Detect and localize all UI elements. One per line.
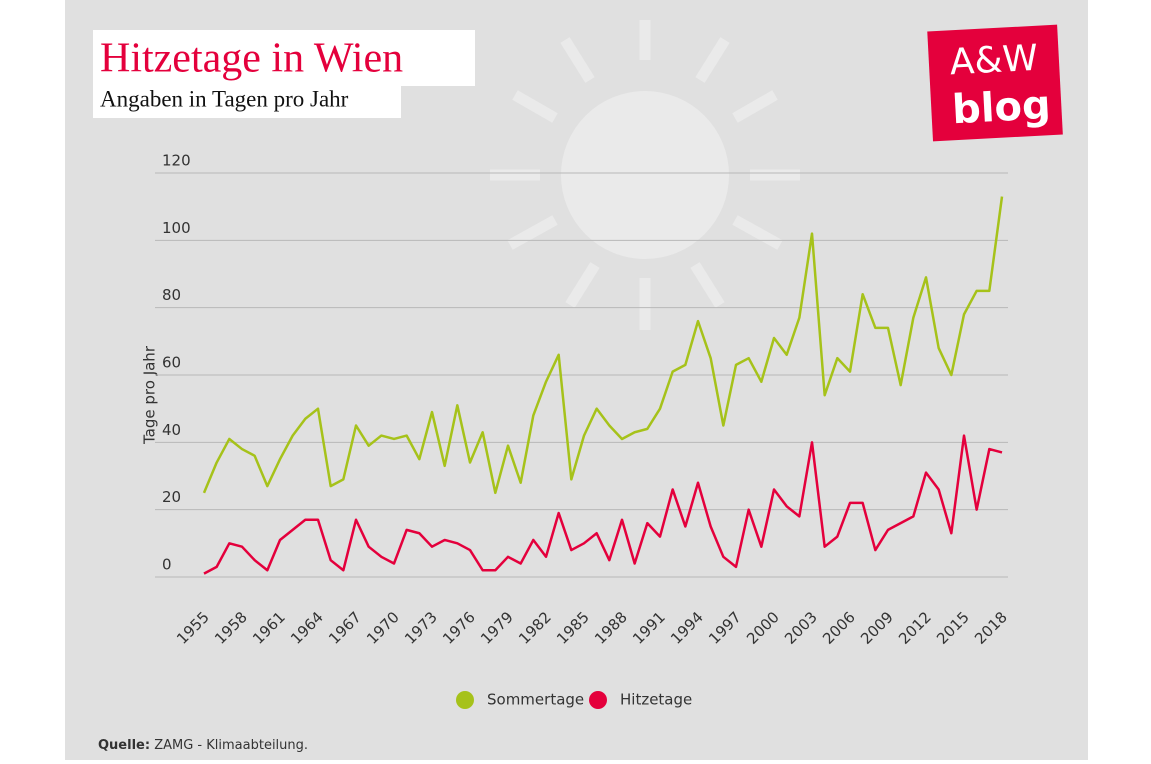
y-tick-label: 100 xyxy=(162,219,191,237)
logo-box xyxy=(927,24,1063,142)
legend-label: Sommertage xyxy=(487,691,584,709)
source: Quelle: ZAMG - Klimaabteilung. xyxy=(98,738,308,753)
chart-title: Hitzetage in Wien xyxy=(100,36,403,82)
y-tick-label: 80 xyxy=(162,286,181,304)
y-tick-label: 0 xyxy=(162,556,172,574)
y-axis-label: Tage pro Jahr xyxy=(141,345,159,445)
legend-marker xyxy=(589,691,607,709)
y-tick-label: 20 xyxy=(162,488,181,506)
legend-label: Hitzetage xyxy=(620,691,692,709)
logo-text: blog xyxy=(951,82,1052,133)
y-tick-label: 120 xyxy=(162,152,191,170)
logo-text: A&W xyxy=(949,38,1039,84)
y-tick-label: 60 xyxy=(162,354,181,372)
logo: A&W blog xyxy=(927,24,1063,142)
y-tick-label: 40 xyxy=(162,421,181,439)
chart-subtitle: Angaben in Tagen pro Jahr xyxy=(100,86,349,111)
title-box xyxy=(93,30,475,86)
series-line xyxy=(202,196,1004,495)
source-label: Quelle: xyxy=(98,738,150,753)
legend-marker xyxy=(456,691,474,709)
source-text: ZAMG - Klimaabteilung. xyxy=(154,738,308,753)
series-line xyxy=(203,434,1003,575)
subtitle-box xyxy=(93,86,401,118)
